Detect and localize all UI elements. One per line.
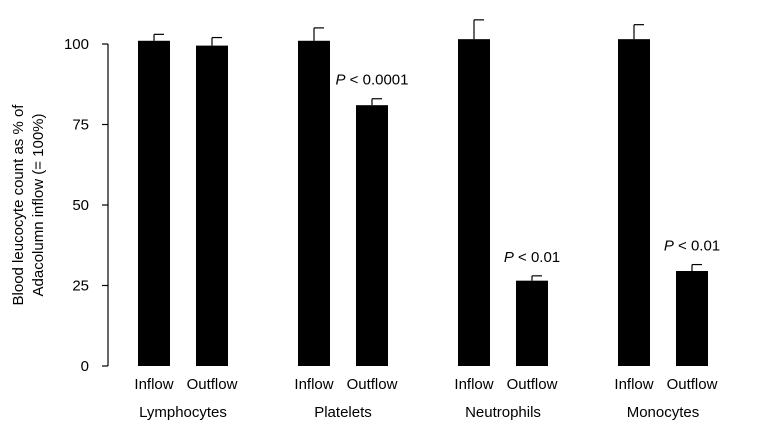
group-label: Neutrophils xyxy=(465,404,541,421)
y-axis-label-line-2: Adacolumn inflow (= 100%) xyxy=(30,113,47,296)
bar-neutrophils-outflow xyxy=(516,280,548,366)
bar-neutrophils-inflow xyxy=(458,39,490,367)
group-label: Monocytes xyxy=(627,404,700,421)
y-ticks: 0 25 50 75 100 xyxy=(64,36,108,375)
y-tick-label: 75 xyxy=(72,117,89,134)
bar-lymphocytes-outflow xyxy=(196,45,228,367)
bar-label: Inflow xyxy=(294,376,333,393)
y-tick-label: 0 xyxy=(81,358,89,375)
bar-label: Outflow xyxy=(667,376,718,393)
y-tick-label: 100 xyxy=(64,36,89,53)
bar-label: Outflow xyxy=(187,376,238,393)
group-label: Lymphocytes xyxy=(139,404,227,421)
bar-label: Inflow xyxy=(134,376,173,393)
category-labels: Inflow Outflow Lymphocytes Inflow Outflow Pla… xyxy=(134,72,720,421)
y-axis-label-line-1: Blood leucocyte count as % of xyxy=(10,104,27,306)
p-value-annotation: P < 0.01 xyxy=(664,238,720,255)
bar-label: Outflow xyxy=(347,376,398,393)
bar-platelets-inflow xyxy=(298,40,330,366)
bar-label: Inflow xyxy=(454,376,493,393)
bar-monocytes-outflow xyxy=(676,271,708,366)
group-label: Platelets xyxy=(314,404,372,421)
bar-monocytes-inflow xyxy=(618,39,650,367)
p-value-annotation: P < 0.0001 xyxy=(336,72,409,89)
y-tick-label: 50 xyxy=(72,197,89,214)
y-axis-label: Blood leucocyte count as % of Adacolumn … xyxy=(10,104,47,306)
p-value-annotation: P < 0.01 xyxy=(504,249,560,266)
bar-label: Outflow xyxy=(507,376,558,393)
bar-platelets-outflow xyxy=(356,105,388,367)
y-tick-label: 25 xyxy=(72,278,89,295)
bar-lymphocytes-inflow xyxy=(138,40,170,366)
bars xyxy=(138,19,708,367)
bar-label: Inflow xyxy=(614,376,653,393)
